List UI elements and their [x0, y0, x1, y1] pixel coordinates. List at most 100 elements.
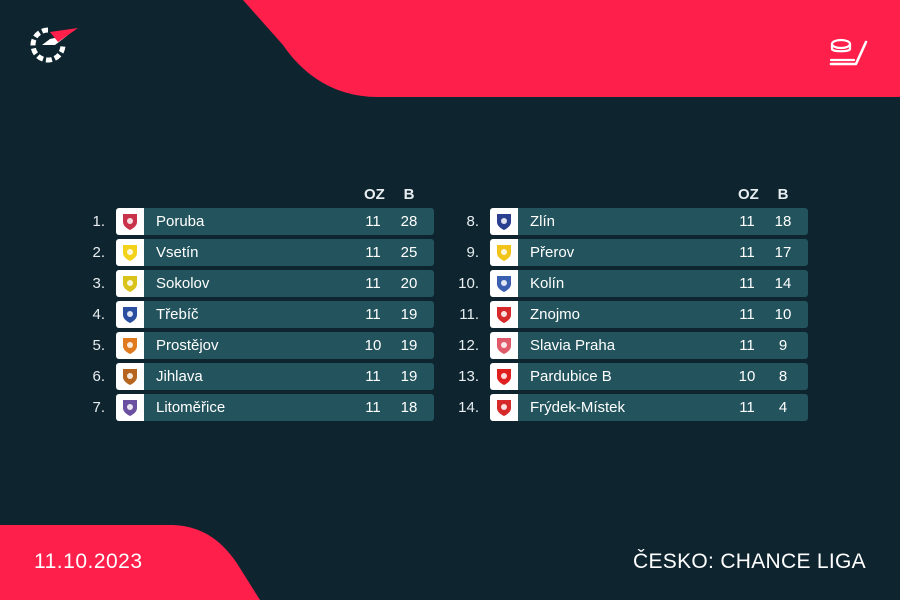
- table-row[interactable]: 7. Litoměřice 11 18: [82, 394, 434, 425]
- team-name: Poruba: [156, 213, 205, 230]
- points: 19: [400, 368, 418, 385]
- header-games-played: OZ: [738, 186, 759, 203]
- team-rank: 5.: [92, 337, 105, 354]
- team-crest-icon: [497, 368, 511, 385]
- team-bar: Litoměřice 11 18: [116, 394, 434, 421]
- standings-table-left: OZ B 1. Poruba 11 28 2. Vsetín 11 25 3. Sokolov 11…: [82, 186, 434, 425]
- points: 28: [400, 213, 418, 230]
- slavia-logo: [490, 332, 518, 359]
- trebic-logo: [116, 301, 144, 328]
- table-row[interactable]: 11. Znojmo 11 10: [456, 301, 808, 332]
- team-name: Vsetín: [156, 244, 199, 261]
- team-name: Sokolov: [156, 275, 210, 292]
- team-rank: 13.: [458, 368, 479, 385]
- table-row[interactable]: 10. Kolín 11 14: [456, 270, 808, 301]
- team-crest-icon: [123, 368, 137, 385]
- team-crest-icon: [123, 244, 137, 261]
- table-row[interactable]: 13. Pardubice B 10 8: [456, 363, 808, 394]
- team-bar: Vsetín 11 25: [116, 239, 434, 266]
- prostejov-logo: [116, 332, 144, 359]
- team-crest-icon: [497, 213, 511, 230]
- team-name: Frýdek-Místek: [530, 399, 626, 416]
- hockey-icon: [829, 38, 868, 66]
- team-name: Kolín: [530, 275, 565, 292]
- games-played: 11: [365, 275, 381, 292]
- team-rank: 7.: [92, 399, 105, 416]
- team-rank: 6.: [92, 368, 105, 385]
- points: 19: [400, 337, 418, 354]
- team-rank: 4.: [92, 306, 105, 323]
- team-bar: Třebíč 11 19: [116, 301, 434, 328]
- team-bar: Zlín 11 18: [490, 208, 808, 235]
- frydek-logo: [490, 394, 518, 421]
- sokolov-logo: [116, 270, 144, 297]
- footer-date: 11.10.2023: [34, 550, 143, 573]
- table-row[interactable]: 9. Přerov 11 17: [456, 239, 808, 270]
- games-played: 11: [365, 399, 381, 416]
- games-played: 11: [365, 244, 381, 261]
- team-bar: Jihlava 11 19: [116, 363, 434, 390]
- points: 18: [774, 213, 792, 230]
- team-bar: Frýdek-Místek 11 4: [490, 394, 808, 421]
- table-row[interactable]: 12. Slavia Praha 11 9: [456, 332, 808, 363]
- team-bar: Znojmo 11 10: [490, 301, 808, 328]
- team-crest-icon: [123, 275, 137, 292]
- team-crest-icon: [497, 306, 511, 323]
- team-name: Pardubice B: [530, 368, 612, 385]
- zlin-logo: [490, 208, 518, 235]
- jihlava-logo: [116, 363, 144, 390]
- header-points: B: [403, 186, 415, 203]
- team-crest-icon: [123, 399, 137, 416]
- table-row[interactable]: 4. Třebíč 11 19: [82, 301, 434, 332]
- team-rank: 12.: [458, 337, 479, 354]
- table-row[interactable]: 6. Jihlava 11 19: [82, 363, 434, 394]
- points: 20: [400, 275, 418, 292]
- points: 18: [400, 399, 418, 416]
- team-rank: 2.: [92, 244, 105, 261]
- points: 17: [774, 244, 792, 261]
- table-row[interactable]: 14. Frýdek-Místek 11 4: [456, 394, 808, 425]
- games-played: 11: [739, 399, 755, 416]
- prerov-logo: [490, 239, 518, 266]
- team-crest-icon: [123, 337, 137, 354]
- team-rank: 3.: [92, 275, 105, 292]
- table-row[interactable]: 2. Vsetín 11 25: [82, 239, 434, 270]
- points: 9: [778, 337, 788, 354]
- standings-table-right: OZ B 8. Zlín 11 18 9. Přerov 11 17 10. Kolín 11 14 1…: [456, 186, 808, 425]
- team-crest-icon: [497, 244, 511, 261]
- znojmo-logo: [490, 301, 518, 328]
- games-played: 11: [739, 337, 755, 354]
- team-name: Zlín: [530, 213, 556, 230]
- team-name: Znojmo: [530, 306, 581, 323]
- team-crest-icon: [497, 399, 511, 416]
- table-row[interactable]: 3. Sokolov 11 20: [82, 270, 434, 301]
- vsetin-logo: [116, 239, 144, 266]
- table-row[interactable]: 1. Poruba 11 28: [82, 208, 434, 239]
- team-bar: Prostějov 10 19: [116, 332, 434, 359]
- games-played: 11: [739, 244, 755, 261]
- team-name: Přerov: [530, 244, 575, 261]
- team-name: Prostějov: [156, 337, 219, 354]
- team-crest-icon: [123, 213, 137, 230]
- team-name: Slavia Praha: [530, 337, 616, 354]
- kolin-logo: [490, 270, 518, 297]
- games-played: 11: [365, 306, 381, 323]
- team-bar: Přerov 11 17: [490, 239, 808, 266]
- table-row[interactable]: 5. Prostějov 10 19: [82, 332, 434, 363]
- games-played: 11: [739, 306, 755, 323]
- footer-league: ČESKO: CHANCE LIGA: [633, 550, 866, 573]
- table-header: OZ B: [82, 186, 434, 208]
- team-bar: Pardubice B 10 8: [490, 363, 808, 390]
- team-bar: Poruba 11 28: [116, 208, 434, 235]
- flashscore-logo-icon: [30, 27, 78, 63]
- team-name: Jihlava: [156, 368, 203, 385]
- team-rank: 10.: [458, 275, 479, 292]
- games-played: 10: [364, 337, 382, 354]
- team-bar: Sokolov 11 20: [116, 270, 434, 297]
- games-played: 11: [739, 275, 755, 292]
- points: 10: [774, 306, 792, 323]
- pardubice-logo: [490, 363, 518, 390]
- games-played: 11: [365, 368, 381, 385]
- table-row[interactable]: 8. Zlín 11 18: [456, 208, 808, 239]
